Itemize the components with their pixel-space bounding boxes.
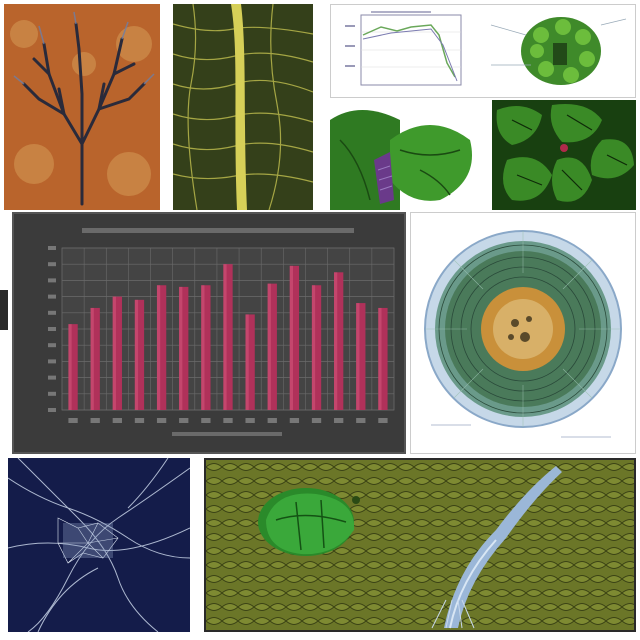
x-tick-mark [112,418,122,423]
x-tick-mark [245,418,255,423]
x-tick-mark [267,418,277,423]
bar [90,307,100,410]
bar [179,286,189,410]
x-tick-mark [90,418,100,423]
x-tick-mark [201,418,211,423]
y-tick-mark [48,391,56,396]
bar [68,324,78,410]
bar [156,285,167,410]
leaf-closeup [330,100,488,210]
lichen-illustration [4,4,160,210]
x-tick-mark [156,418,167,423]
x-tick-mark [223,418,233,423]
bar [267,283,277,410]
x-tick-mark [311,418,322,423]
bar [134,299,145,410]
y-tick-mark [48,343,56,348]
bar [245,314,255,410]
leaf-tissue-panel [492,100,636,210]
bar-highlight [334,272,338,410]
y-tick-mark [48,310,56,315]
bar [289,265,300,410]
leaf-vein-illustration-panel [173,4,313,210]
bar [334,272,344,410]
left-edge-strip [0,290,8,330]
y-tick-mark [48,359,56,364]
y-tick-mark [48,375,56,380]
bar [311,285,322,410]
cross-section-panel [410,212,636,454]
y-tick-mark [48,278,56,283]
bar-highlight [289,265,294,410]
bar-highlight [267,283,271,410]
leaf-tissue-closeup [492,100,636,210]
lichen-illustration-panel [4,4,160,210]
bar-highlight [245,314,249,410]
line-plot-panel [330,4,636,98]
x-tick-mark [134,418,145,423]
cross-section-diagram [411,213,635,453]
cell-network-panel [8,458,190,632]
x-tick-mark [378,418,388,423]
y-tick-mark [48,294,56,299]
x-tick-mark [179,418,189,423]
xlabel-smudge [172,432,282,436]
bar-highlight [68,324,72,410]
bar-highlight [134,299,139,410]
bar [223,264,233,410]
y-tick-mark [48,246,56,250]
x-tick-mark [356,418,366,423]
y-tick-mark [48,327,56,331]
bar [356,303,366,410]
title-smudge [82,228,354,233]
y-tick-mark [48,408,56,412]
bar-highlight [156,285,161,410]
y-tick-mark [48,262,56,267]
bar-highlight [378,307,382,410]
bar-highlight [112,296,116,410]
bar [201,285,211,410]
x-tick-mark [68,418,78,423]
bar-highlight [311,285,316,410]
bar-chart-panel [12,212,406,454]
bar-chart [14,214,404,452]
leaf-vein-illustration [173,4,313,210]
x-tick-mark [334,418,344,423]
line-plot-figure [345,11,627,86]
tissue-mesh-illustration [206,460,634,630]
bar [378,307,388,410]
bar-highlight [201,285,205,410]
leaf-closeup-panel [330,100,488,210]
bar-highlight [90,307,94,410]
tissue-mesh-panel [204,458,636,632]
x-tick-mark [289,418,300,423]
cell-network-illustration [8,458,190,632]
bar-highlight [356,303,360,410]
bar [112,296,122,410]
bar-highlight [179,286,183,410]
bar-highlight [223,264,227,410]
